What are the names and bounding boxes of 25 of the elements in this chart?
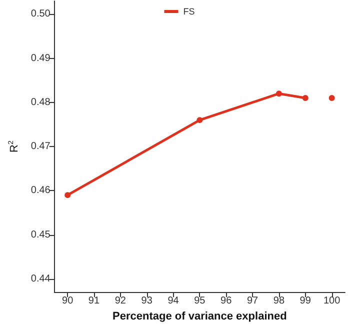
x-tick-label: 90 bbox=[62, 296, 74, 307]
point bbox=[328, 95, 335, 102]
point bbox=[302, 95, 308, 102]
y-tick-label: 0.46 bbox=[30, 185, 51, 196]
x-tick-label: 98 bbox=[273, 296, 285, 307]
point bbox=[276, 90, 282, 97]
x-tick-label: 96 bbox=[220, 296, 232, 307]
x-tick-label: 95 bbox=[194, 296, 206, 307]
x-tick-label: 92 bbox=[114, 296, 126, 307]
point bbox=[196, 117, 203, 124]
x-tick-label: 97 bbox=[246, 296, 259, 307]
y-tick-label: 0.48 bbox=[30, 96, 51, 108]
y-tick-label: 0.47 bbox=[30, 141, 51, 152]
y-tick-label: 0.49 bbox=[30, 52, 51, 64]
x-tick-label: 100 bbox=[323, 296, 341, 307]
x-tick-label: 94 bbox=[168, 296, 180, 307]
legend-label: FS bbox=[183, 6, 195, 16]
y-tick-label: 0.50 bbox=[30, 8, 51, 20]
y-tick-label: 0.45 bbox=[30, 229, 51, 240]
point bbox=[64, 192, 71, 198]
x-tick-label: 91 bbox=[88, 296, 100, 307]
x-tick-label: 93 bbox=[141, 296, 153, 307]
y-tick-label: 0.44 bbox=[30, 273, 51, 284]
x-axis-title: Percentage of variance explained bbox=[112, 310, 287, 322]
x-tick-label: 99 bbox=[300, 296, 312, 307]
